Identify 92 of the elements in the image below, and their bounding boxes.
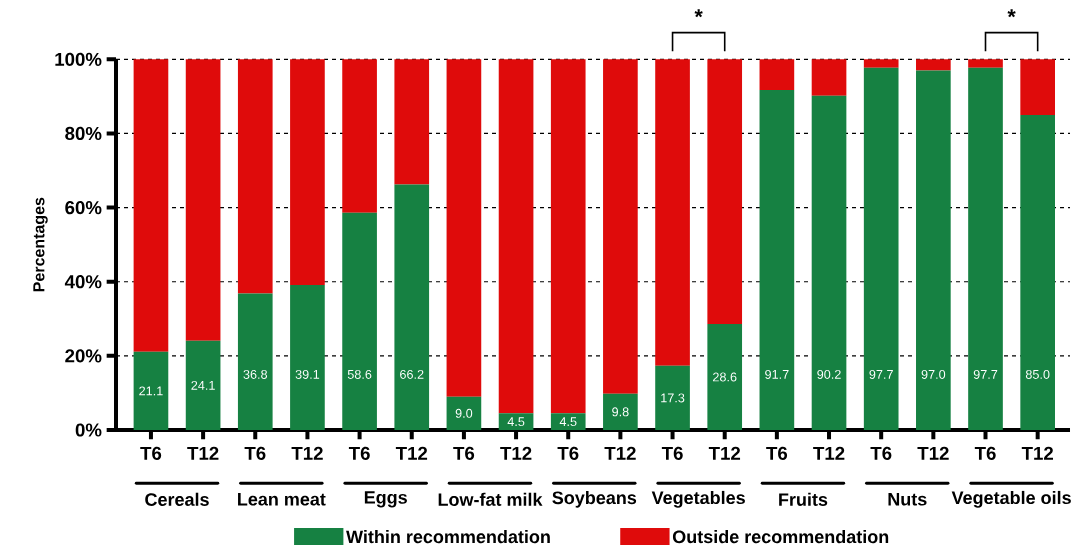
x-tick-label: T6 [348,446,370,460]
y-tick-label: 20% [65,349,102,363]
x-tick-label: T12 [1021,446,1054,460]
text: * [694,9,703,18]
bar [446,59,482,397]
x-tick-label: T12 [187,446,219,460]
text: Low-fat milk [438,492,543,506]
x-tick-label: T12 [291,446,323,460]
data-label: 17.3 [661,393,685,403]
text: Fruits [779,492,828,506]
x-tick-label: T12 [708,446,741,460]
bar [446,396,482,430]
data-label: 97.7 [869,369,893,379]
text: Lean meat [238,493,326,506]
data-label: 58.6 [347,369,372,379]
bar [498,59,534,414]
bar [863,59,899,68]
bar [655,365,690,430]
text: Soybeans [552,490,637,508]
bar [185,59,221,341]
bar [603,393,638,430]
x-tick-label: T6 [661,446,683,460]
bar [1020,114,1055,430]
data-label: 39.1 [295,369,320,379]
y-axis-title: Percentages [33,197,48,292]
x-tick-label: T6 [557,446,579,460]
text: Nuts [888,493,927,506]
y-tick-label: 0% [75,423,102,437]
x-tick-label: T6 [453,446,475,460]
bar [811,95,847,430]
bar [968,67,1003,430]
bar [394,59,430,185]
bar [342,59,377,213]
text: Vegetable oils [951,490,1071,508]
bar [968,59,1003,68]
y-tick-label: 40% [64,275,102,289]
y-tick-label: 100% [55,52,102,66]
bar [759,90,795,430]
bar [290,59,325,286]
bar [916,70,951,430]
data-label: 9.0 [455,408,473,418]
y-tick-label: 80% [65,126,102,141]
bar [185,340,221,430]
x-tick-label: T12 [395,446,428,460]
x-tick-label: T12 [500,446,532,460]
data-label: 97.7 [973,369,998,379]
x-tick-label: T12 [813,446,845,460]
data-label: 9.8 [612,407,629,417]
data-label: 24.1 [191,380,215,390]
data-label: 21.1 [139,386,163,396]
text: * [1007,9,1016,18]
bar [237,293,273,430]
bar [916,59,951,71]
bar [498,413,534,430]
bar [603,59,638,394]
legend-label: Within recommendation [346,529,550,544]
bar [863,67,899,430]
x-tick-label: T6 [244,446,266,460]
x-tick-label: T6 [870,446,892,460]
text: Eggs [364,491,407,508]
data-label: 90.2 [817,369,841,379]
bar [133,351,169,430]
data-label: 4.5 [507,417,525,427]
data-label: 97.0 [921,369,946,379]
bar [759,59,795,91]
y-tick-label: 60% [65,200,102,215]
bar [550,59,586,414]
x-tick-label: T6 [140,446,162,460]
text: Vegetables [651,490,745,508]
data-label: 28.6 [713,372,737,382]
bar [133,59,169,352]
bar [811,59,847,96]
bar [707,323,743,430]
data-label: 36.8 [243,369,268,379]
bar [1020,59,1055,115]
data-label: 4.5 [559,417,577,427]
x-tick-label: T6 [766,446,788,460]
bar [342,212,377,430]
bar [394,184,430,430]
bar [237,59,273,294]
data-label: 91.7 [765,369,789,379]
data-label: 85.0 [1025,369,1050,379]
bar [707,59,743,324]
x-tick-label: T12 [604,446,636,460]
bar [550,413,586,430]
bar [290,285,325,430]
x-tick-label: T12 [917,446,949,460]
bar [655,59,690,366]
data-label: 66.2 [400,369,424,379]
legend-label: Outside recommendation [672,529,889,544]
x-tick-label: T6 [974,446,996,460]
text: Cereals [145,492,209,506]
